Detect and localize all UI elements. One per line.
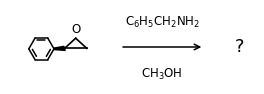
Text: O: O xyxy=(71,23,80,36)
Text: CH$_3$OH: CH$_3$OH xyxy=(142,67,183,82)
Text: C$_6$H$_5$CH$_2$NH$_2$: C$_6$H$_5$CH$_2$NH$_2$ xyxy=(125,15,200,30)
Polygon shape xyxy=(54,46,65,50)
Text: ?: ? xyxy=(235,38,244,56)
